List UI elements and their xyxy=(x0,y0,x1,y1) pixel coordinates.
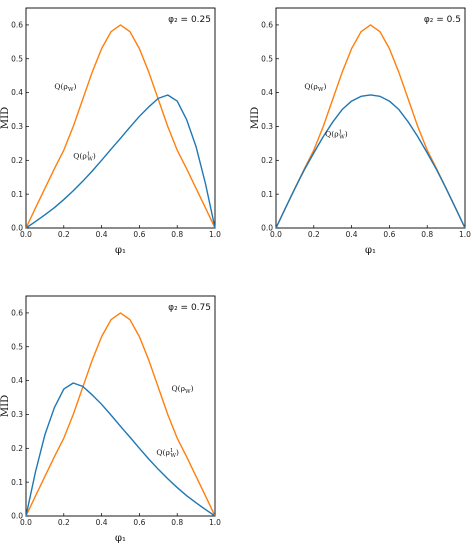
y-tick-label: 0.5 xyxy=(11,54,23,63)
series-line-q-rho-w xyxy=(275,24,466,229)
y-tick-label: 0.2 xyxy=(11,156,23,165)
x-tick-label: 0.4 xyxy=(96,230,108,239)
plot-frame xyxy=(275,7,466,229)
x-tick-label: 0.0 xyxy=(20,518,32,527)
y-tick-label: 0.5 xyxy=(261,54,273,63)
y-tick-label: 0.1 xyxy=(11,478,23,487)
y-tick-label: 0.4 xyxy=(261,88,273,97)
series-line-q-rho-w xyxy=(25,24,216,229)
y-axis-title: MID xyxy=(0,107,11,129)
y-tick-label: 0.2 xyxy=(261,156,273,165)
curve-label: Q(ρ1 W) xyxy=(325,130,348,141)
y-tick-label: 0.4 xyxy=(11,88,23,97)
y-tick-label: 0.6 xyxy=(11,309,23,318)
parameter-label: φ₂ = 0.5 xyxy=(424,15,461,25)
parameter-label: φ₂ = 0.75 xyxy=(168,303,211,313)
x-tick-label: 0.6 xyxy=(133,230,145,239)
x-tick-label: 1.0 xyxy=(459,230,471,239)
x-tick-label: 0.0 xyxy=(20,230,32,239)
x-tick-label: 0.2 xyxy=(58,518,70,527)
series-line-q-rho-w xyxy=(25,312,216,517)
y-axis-title: MID xyxy=(0,395,11,417)
plot-frame xyxy=(25,7,216,229)
x-tick-label: 0.2 xyxy=(58,230,70,239)
y-tick-label: 0.0 xyxy=(11,224,23,233)
series-line-q-rho-w1 xyxy=(275,94,466,229)
x-axis-title: φ₁ xyxy=(115,245,126,256)
x-tick-label: 0.2 xyxy=(308,230,320,239)
x-tick-label: 0.8 xyxy=(421,230,433,239)
x-tick-label: 1.0 xyxy=(209,518,221,527)
x-tick-label: 0.4 xyxy=(96,518,108,527)
curve-label: Q(ρ1 W) xyxy=(73,152,96,163)
x-tick-label: 0.6 xyxy=(133,518,145,527)
chart-panel-3: 0.0 0.2 0.4 0.6 0.8 1.0 0.0 0.1 0.2 0.3 0.4 0.5 0.6 φ… xyxy=(0,295,221,544)
series-line-q-rho-w1 xyxy=(25,382,216,517)
y-tick-label: 0.1 xyxy=(261,190,273,199)
chart-panel-2: 0.0 0.2 0.4 0.6 0.8 1.0 0.0 0.1 0.2 0.3 0.4 0.5 0.6 φ… xyxy=(250,7,471,256)
x-tick-label: 0.8 xyxy=(171,518,183,527)
y-tick-label: 0.0 xyxy=(261,224,273,233)
x-tick-label: 1.0 xyxy=(209,230,221,239)
y-tick-label: 0.2 xyxy=(11,444,23,453)
y-axis-title: MID xyxy=(250,107,261,129)
y-tick-label: 0.5 xyxy=(11,342,23,351)
x-tick-label: 0.4 xyxy=(346,230,358,239)
x-tick-label: 0.8 xyxy=(171,230,183,239)
curve-label: Q(ρW) xyxy=(172,384,194,395)
y-tick-label: 0.0 xyxy=(11,512,23,521)
y-tick-label: 0.6 xyxy=(11,21,23,30)
y-tick-label: 0.1 xyxy=(11,190,23,199)
y-tick-label: 0.6 xyxy=(261,21,273,30)
curve-label: Q(ρW) xyxy=(304,82,326,93)
x-tick-label: 0.6 xyxy=(383,230,395,239)
x-tick-label: 0.0 xyxy=(270,230,282,239)
curve-label: Q(ρ1 W) xyxy=(156,448,179,459)
y-tick-label: 0.3 xyxy=(11,122,23,131)
y-tick-label: 0.3 xyxy=(11,410,23,419)
x-axis-title: φ₁ xyxy=(365,245,376,256)
y-tick-label: 0.3 xyxy=(261,122,273,131)
y-tick-label: 0.4 xyxy=(11,376,23,385)
chart-panel-1: 0.0 0.2 0.4 0.6 0.8 1.0 0.0 0.1 0.2 0.3 0.4 0.5 0.6 φ… xyxy=(0,7,221,256)
x-axis-title: φ₁ xyxy=(115,533,126,544)
parameter-label: φ₂ = 0.25 xyxy=(168,15,211,25)
plot-frame xyxy=(25,295,216,517)
curve-label: Q(ρW) xyxy=(54,82,76,93)
series-line-q-rho-w1 xyxy=(25,94,216,229)
